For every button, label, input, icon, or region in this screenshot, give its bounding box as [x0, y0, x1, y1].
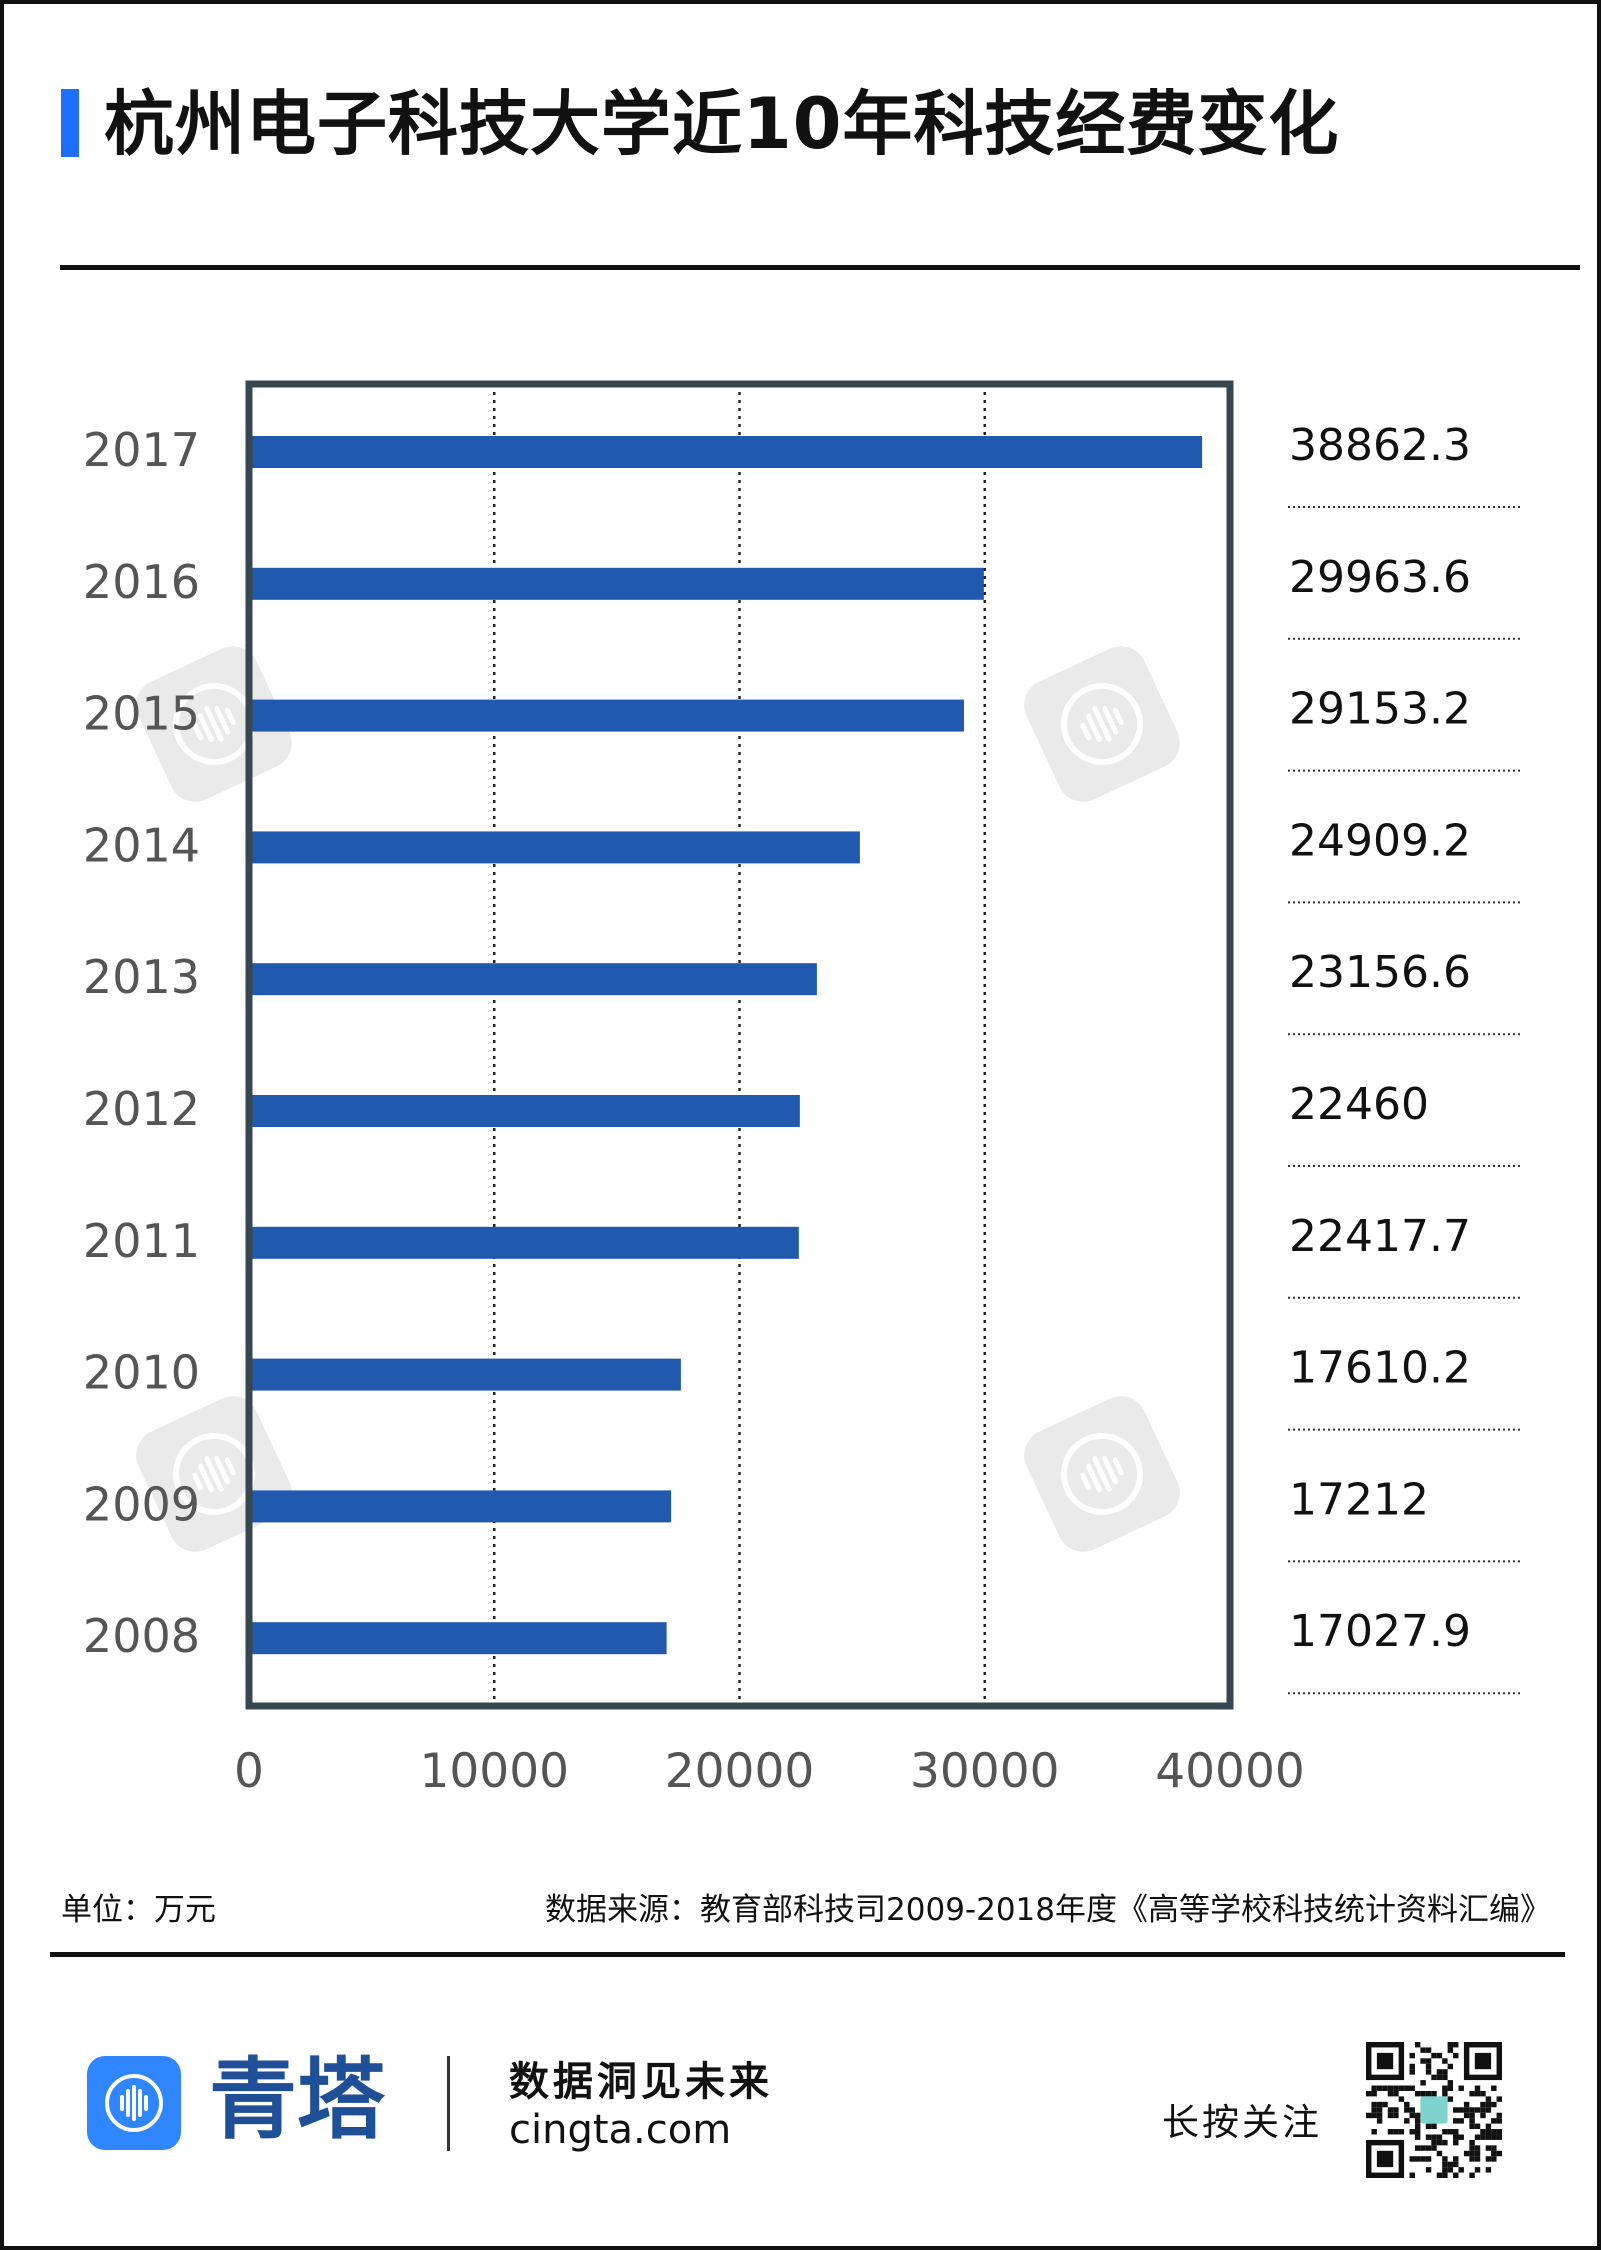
value-label: 22417.7 — [1289, 1211, 1471, 1262]
bar-2017 — [249, 436, 1203, 468]
year-labels: 2017 2016 2015 2014 2013 2012 2011 2010 2009 2008 — [83, 423, 200, 1663]
plot-frame — [245, 380, 1234, 1710]
value-labels: 38862.3 29963.6 29153.2 24909.2 23156.6 22460… — [1288, 420, 1522, 1695]
footer-divider — [50, 1952, 1565, 1957]
site-url: cingta.com — [509, 2107, 732, 2153]
year-label: 2014 — [83, 818, 200, 872]
bar-2015 — [249, 699, 964, 732]
x-tick-label: 10000 — [419, 1744, 569, 1799]
year-label: 2017 — [83, 423, 200, 477]
qr-code-icon[interactable] — [1366, 2042, 1502, 2178]
bar-2016 — [249, 567, 984, 600]
year-label: 2010 — [83, 1346, 200, 1400]
cingta-logo-icon — [87, 2056, 181, 2150]
year-label: 2008 — [83, 1609, 200, 1663]
bar-2009 — [249, 1490, 672, 1523]
value-label: 38862.3 — [1289, 420, 1471, 471]
brand-name: 青塔 — [209, 2047, 386, 2151]
value-label: 24909.2 — [1289, 815, 1471, 866]
title-accent-bar — [61, 89, 79, 157]
bar-2011 — [249, 1226, 799, 1259]
title-divider — [60, 265, 1580, 270]
follow-label: 长按关注 — [1162, 2101, 1322, 2144]
source-note: 数据来源：教育部科技司2009-2018年度《高等学校科技统计资料汇编》 — [545, 1892, 1551, 1928]
brand-divider — [447, 2056, 450, 2151]
watermark-logo-icon — [1024, 1396, 1180, 1552]
x-tick-label: 40000 — [1155, 1744, 1305, 1799]
year-label: 2015 — [83, 687, 200, 741]
page-title: 杭州电子科技大学近10年科技经费变化 — [104, 83, 1340, 165]
bar-2012 — [249, 1095, 800, 1127]
bar-chart: 2017 2016 2015 2014 2013 2012 2011 2010 2009 2008… — [83, 380, 1522, 1799]
year-label: 2011 — [83, 1214, 200, 1268]
value-label: 29963.6 — [1289, 552, 1471, 603]
value-label: 29153.2 — [1289, 684, 1471, 735]
unit-note: 单位：万元 — [61, 1892, 216, 1928]
year-label: 2009 — [83, 1477, 200, 1531]
value-label: 17610.2 — [1289, 1343, 1471, 1394]
year-label: 2013 — [83, 950, 200, 1004]
x-tick-label: 30000 — [910, 1744, 1060, 1799]
x-tick-labels: 0 10000 20000 30000 40000 — [234, 1744, 1305, 1799]
x-tick-label: 20000 — [665, 1744, 815, 1799]
watermark-logo-icon — [136, 1396, 292, 1552]
bar-2008 — [249, 1622, 667, 1655]
watermark-layer — [136, 646, 1180, 1552]
value-label: 23156.6 — [1289, 947, 1471, 998]
bars — [249, 436, 1203, 1655]
bar-2010 — [249, 1358, 681, 1391]
x-tick-label: 0 — [234, 1744, 264, 1799]
watermark-logo-icon — [1024, 646, 1180, 802]
bar-2014 — [249, 831, 860, 864]
watermark-logo-icon — [136, 646, 292, 802]
value-label: 17212 — [1289, 1474, 1429, 1525]
value-label: 22460 — [1289, 1079, 1429, 1130]
year-label: 2016 — [83, 555, 200, 609]
bar-2013 — [249, 963, 817, 996]
value-label: 17027.9 — [1289, 1606, 1471, 1657]
brand-slogan: 数据洞见未来 — [509, 2059, 773, 2105]
year-label: 2012 — [83, 1082, 200, 1136]
